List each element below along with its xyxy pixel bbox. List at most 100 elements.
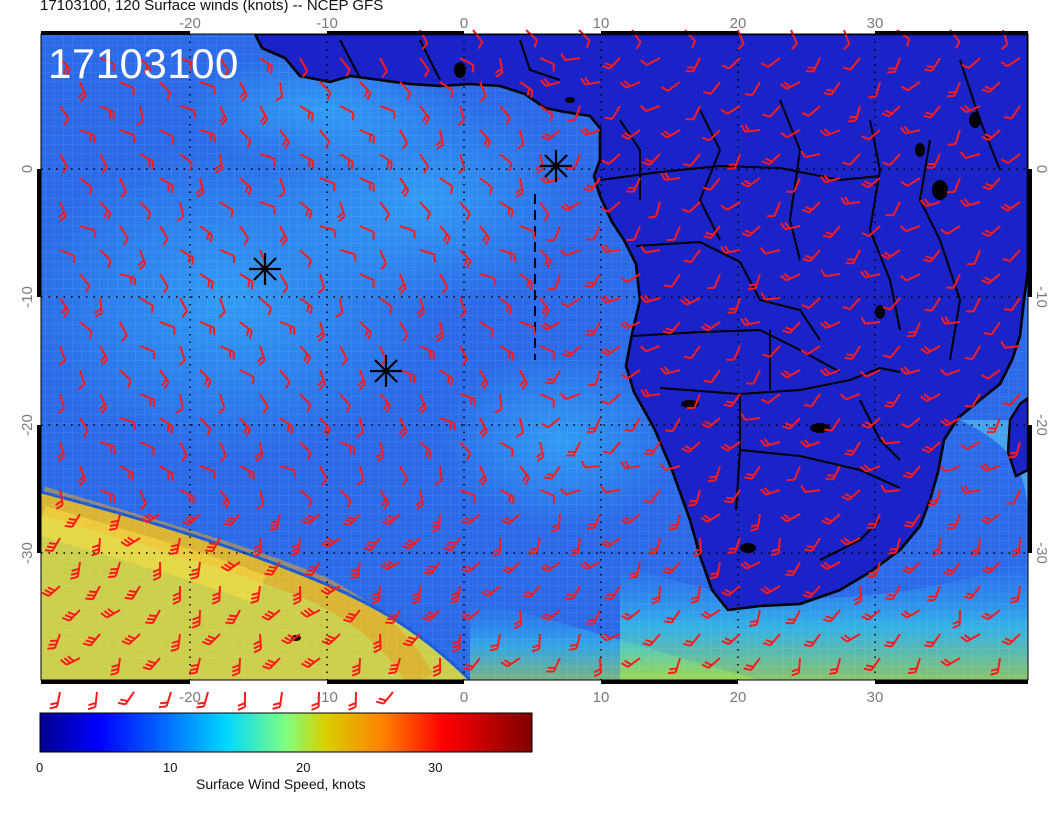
wind-barb [760, 585, 781, 595]
lon-tick-label: -20 [179, 15, 201, 32]
wind-barb [264, 561, 281, 576]
wind-barb [311, 691, 320, 711]
wind-barb [804, 537, 821, 552]
wind-barb [840, 633, 861, 643]
wind-barb [885, 585, 901, 601]
wind-barb [281, 633, 301, 645]
wind-barb [666, 225, 681, 242]
wind-barb [747, 273, 761, 291]
wind-barb [639, 345, 661, 353]
wind-barb [785, 609, 801, 625]
wind-barb [435, 321, 444, 342]
wind-barb [359, 81, 372, 101]
wind-barb [385, 609, 401, 625]
map-field [41, 34, 1028, 680]
wind-barb [199, 225, 214, 243]
wind-barb [379, 57, 388, 78]
wind-barb [254, 441, 264, 462]
wind-barb [600, 633, 621, 642]
wind-barb [99, 441, 117, 455]
wind-barb [822, 225, 841, 239]
wind-barb [920, 393, 941, 402]
wind-barb [339, 393, 351, 413]
wind-barb [1003, 105, 1021, 120]
wind-barb [142, 657, 161, 671]
wind-barb [515, 417, 524, 438]
wind-barb [479, 225, 491, 245]
wind-barb [620, 657, 641, 668]
wind-barb [602, 57, 621, 70]
wind-barb [601, 393, 621, 405]
wind-barb [159, 177, 174, 194]
wind-barb [559, 488, 581, 496]
wind-barb [578, 29, 591, 49]
wind-barb [356, 465, 365, 486]
wind-barb [660, 172, 681, 182]
wind-barb [844, 441, 861, 456]
wind-barb [502, 561, 521, 574]
storm-marker-asterisk [540, 150, 572, 182]
wind-barb [707, 465, 721, 483]
wind-barb [780, 129, 801, 139]
wind-barb [337, 201, 346, 223]
wind-barb [479, 129, 492, 149]
wind-barb [960, 198, 981, 207]
wind-barb [439, 177, 454, 195]
wind-barb [373, 633, 382, 654]
wind-barb [1000, 201, 1021, 212]
wind-barb [363, 537, 381, 551]
wind-barb [175, 393, 184, 414]
wind-barb [119, 273, 137, 286]
wind-barb [339, 441, 356, 456]
wind-barb [479, 321, 494, 338]
wind-barb [299, 249, 312, 268]
wind-barb [820, 561, 841, 571]
wind-barb [79, 273, 91, 293]
wind-barb [946, 273, 961, 289]
wind-barb [539, 249, 552, 269]
wind-barb [740, 317, 761, 326]
wind-barb [316, 321, 326, 343]
wind-barb [107, 561, 121, 579]
wind-barb [648, 201, 661, 219]
wind-barb [620, 129, 641, 140]
wind-barb [222, 513, 241, 527]
lon-tick-label: 30 [867, 15, 884, 32]
wind-barb [828, 657, 841, 675]
wind-barb [602, 441, 621, 455]
wind-barb [459, 393, 477, 407]
wind-barb [253, 537, 263, 558]
wind-barb [416, 297, 426, 319]
lon-tick-label: -10 [316, 15, 338, 32]
wind-barb [604, 585, 621, 600]
wind-barb [902, 561, 921, 574]
lon-tick-labels-top: -20 -10 0 10 20 30 [179, 15, 883, 32]
wind-barb [481, 585, 501, 597]
wind-barb [727, 537, 741, 554]
wind-barb [499, 345, 515, 362]
wind-barb [499, 249, 517, 262]
wind-barb [749, 609, 761, 628]
wind-barb [902, 465, 921, 479]
wind-barb [964, 345, 981, 360]
wind-barb [279, 129, 290, 150]
wind-barb [99, 489, 116, 504]
wind-barb [179, 105, 197, 118]
wind-barb [279, 273, 289, 294]
wind-barb [319, 417, 331, 437]
wind-barb [499, 297, 513, 316]
wind-barb [540, 321, 561, 331]
wind-barb [947, 513, 961, 530]
wind-barb [853, 585, 863, 606]
wind-barb [723, 489, 741, 504]
wind-barb [688, 489, 701, 507]
lon-tick-label: -10 [316, 689, 338, 706]
wind-barb [782, 417, 801, 430]
wind-barb [887, 57, 901, 74]
wind-barb [960, 151, 981, 159]
colorbar-label: 20 [296, 760, 311, 775]
wind-barb [501, 513, 521, 525]
wind-barb [660, 129, 681, 139]
wind-barb [516, 129, 525, 150]
wind-barb [77, 465, 87, 487]
